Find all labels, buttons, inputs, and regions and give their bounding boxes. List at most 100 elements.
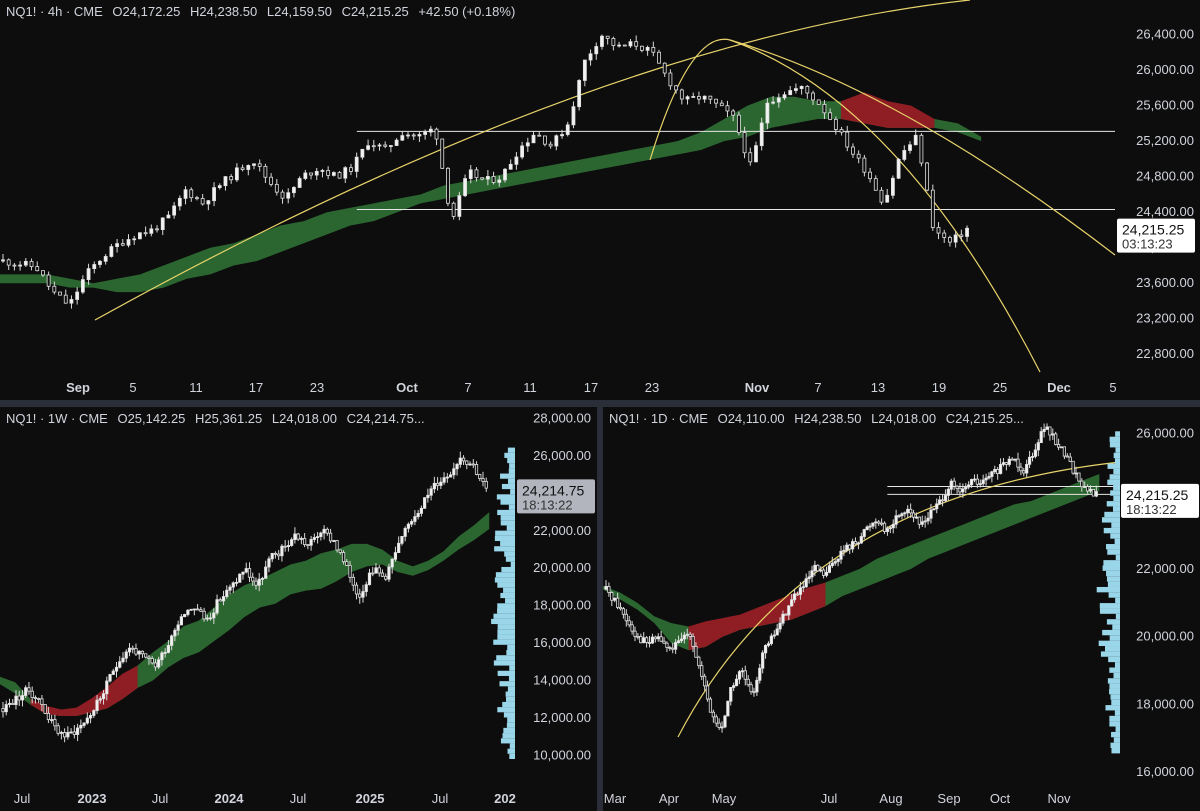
chart-1w-candle (4, 704, 8, 713)
chart-4h-canvas[interactable]: 26,400.00 26,000.00 25,600.00 25,200.00 24,8… (0, 0, 1200, 400)
chart-1w-y-tick-label: 20,000.00 (533, 560, 591, 575)
chart-4h-candle (400, 135, 405, 141)
chart-1d-candle (836, 558, 840, 562)
chart-1d-candle (877, 521, 881, 524)
chart-1d-candle (891, 523, 895, 529)
chart-4h-candle (120, 243, 125, 246)
chart-1w-candle (293, 533, 297, 541)
chart-1w-candle (364, 584, 368, 592)
chart-4h-candle (240, 167, 245, 170)
chart-4h-candle (571, 106, 576, 126)
chart-1d-volume-bar (1115, 613, 1120, 620)
chart-1w-volume-bar (503, 712, 515, 718)
chart-1d-candle (903, 512, 907, 515)
chart-1w-candle (215, 599, 219, 614)
chart-1w-candle (306, 544, 310, 547)
chart-1w-candle (445, 476, 449, 479)
chart-pane-1w[interactable]: 28,000.0026,000.0024,000.0022,000.0020,0… (0, 407, 597, 811)
chart-4h-candle (423, 131, 428, 135)
chart-4h-candle (582, 59, 587, 81)
chart-1d-canvas[interactable]: 26,000.0024,000.0022,000.0020,000.0018,0… (603, 407, 1200, 811)
chart-1d-candle (723, 715, 727, 728)
chart-1d-volume-bar (1115, 597, 1120, 604)
chart-1d-candle (1065, 455, 1069, 458)
chart-1w-candle (20, 695, 25, 701)
chart-4h-candle (936, 227, 941, 234)
chart-1w-cloud (0, 512, 490, 716)
chart-1d-candle (935, 503, 939, 510)
chart-1d-last-price-box (1121, 483, 1199, 518)
chart-1w-candle (150, 658, 154, 664)
chart-4h-candle (286, 192, 291, 199)
chart-4h-candle (679, 89, 684, 100)
chart-4h-candle (868, 171, 872, 180)
chart-4h-candle (29, 260, 34, 268)
chart-1d-volume-bar (1099, 603, 1120, 609)
chart-1w-candle (345, 561, 349, 566)
chart-1w-last-price-box (517, 479, 595, 514)
chart-4h-candle (742, 132, 747, 154)
chart-4h-x-tick-label: 19 (932, 380, 946, 395)
chart-1w-candle (277, 553, 281, 557)
chart-1w-candle (56, 725, 60, 734)
chart-1d-volume-bar (1105, 705, 1120, 711)
chart-1d-candle (1001, 462, 1006, 465)
chart-1d-volume-bar (1106, 544, 1120, 550)
chart-4h-y-tick-label: 24,800.00 (1136, 169, 1194, 184)
chart-1d-volume-bar (1109, 715, 1120, 722)
chart-1d-candle (885, 528, 890, 532)
chart-1d-volume-bar (1096, 586, 1120, 593)
chart-4h-y-tick-label: 23,600.00 (1136, 275, 1194, 290)
chart-1w-volume-bar (495, 530, 515, 536)
chart-1w-candle (452, 468, 456, 476)
chart-1d-candle (645, 637, 649, 643)
chart-1d-y-tick-label: 20,000.00 (1136, 629, 1194, 644)
chart-4h-candle (788, 90, 793, 96)
chart-1d-candle (621, 608, 626, 615)
chart-1w-y-tick-label: 22,000.00 (533, 523, 591, 538)
chart-1d-candle (1088, 488, 1093, 492)
chart-1d-volume-bar (1099, 608, 1120, 614)
chart-1w-canvas[interactable]: 28,000.0026,000.0024,000.0022,000.0020,0… (0, 407, 597, 811)
chart-1d-volume-bar (1106, 576, 1120, 582)
chart-1w-candle (267, 558, 271, 568)
chart-1d-candle (1057, 444, 1061, 448)
chart-1w-candle (157, 659, 161, 668)
chart-4h-candle (86, 268, 91, 280)
pane-divider-vertical[interactable] (597, 407, 603, 811)
chart-1w-y-tick-label: 18,000.00 (533, 598, 591, 613)
chart-1d-volume-bar (1109, 721, 1120, 727)
chart-4h-candle (953, 234, 958, 243)
chart-1d-candle (827, 565, 832, 573)
chart-1w-volume-bar (507, 717, 515, 723)
chart-1w-volume-bar (494, 535, 515, 542)
chart-1d-candle (714, 716, 718, 724)
chart-4h-candle (138, 232, 142, 240)
chart-1w-countdown: 18:13:22 (522, 497, 573, 512)
chart-1w-volume-bar (497, 603, 515, 609)
chart-1w-candle (228, 586, 232, 591)
chart-4h-open: O24,172.25 (112, 4, 181, 19)
chart-4h-candle (440, 138, 445, 169)
chart-4h-candle (377, 144, 382, 147)
chart-4h-cloud-bearish (841, 92, 935, 128)
chart-4h-candle (560, 134, 564, 137)
chart-4h-candle (69, 299, 74, 304)
chart-4h-candle (748, 152, 753, 163)
chart-1d-title: NQ1! · 1D · CME (609, 411, 708, 426)
chart-1d-candle (790, 599, 794, 607)
chart-1d-candle (969, 479, 974, 486)
chart-1w-candle (114, 666, 119, 672)
chart-1w-y-tick-label: 26,000.00 (533, 448, 591, 463)
chart-pane-4h[interactable]: 26,400.00 26,000.00 25,600.00 25,200.00 24,8… (0, 0, 1200, 400)
chart-pane-1d[interactable]: 26,000.0024,000.0022,000.0020,000.0018,0… (603, 407, 1200, 811)
chart-4h-candle (674, 85, 679, 91)
chart-1d-candle (923, 520, 927, 523)
chart-1d-candle (792, 593, 797, 601)
chart-4h-candle (115, 243, 119, 247)
chart-1d-candle (740, 670, 744, 673)
chart-1d-candle (761, 652, 765, 669)
pane-divider-horizontal[interactable] (0, 400, 1200, 407)
chart-1d-volume-bar (1107, 463, 1120, 469)
chart-1w-candle (127, 647, 132, 653)
